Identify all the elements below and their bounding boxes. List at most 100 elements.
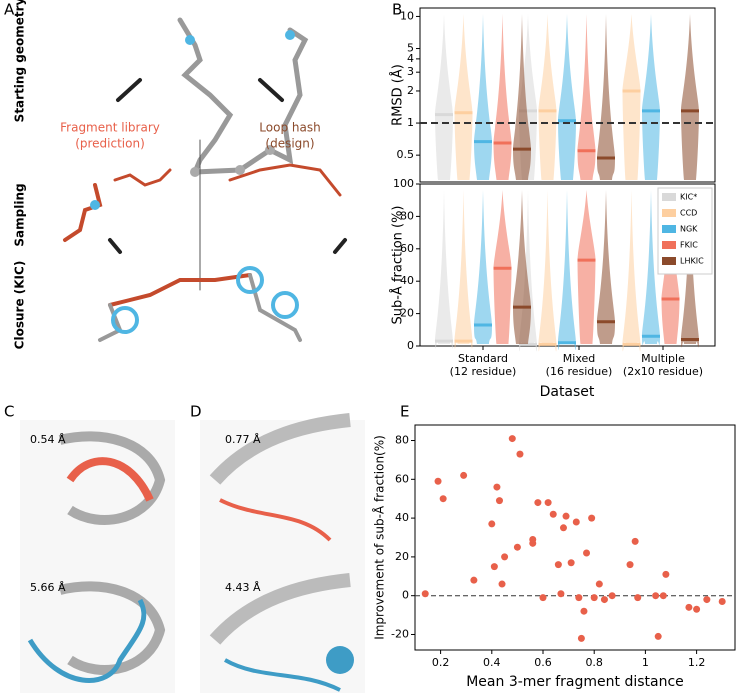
y-axis-label: Sub-Å fraction (%) — [390, 205, 406, 324]
method-title: (prediction) — [75, 137, 145, 151]
scatter-point — [488, 520, 496, 528]
panel-label: C — [4, 403, 14, 421]
scatter-point — [421, 590, 429, 598]
scatter-point — [590, 594, 598, 602]
row-label: Closure (KIC) — [13, 261, 27, 350]
violin-body — [642, 190, 660, 345]
scatter-point — [608, 592, 616, 600]
scatter-point — [575, 594, 583, 602]
row-label: Starting geometry — [13, 0, 27, 122]
violin-body — [493, 14, 512, 180]
y-tick-label: 20 — [400, 307, 414, 320]
x-tick-label: Standard — [458, 352, 508, 365]
violin-body — [435, 14, 453, 180]
violin-body — [454, 14, 473, 180]
x-tick-label: Multiple — [641, 352, 685, 365]
y-tick-label: 3 — [407, 65, 414, 78]
method-title: (design) — [265, 137, 314, 151]
scatter-point — [544, 499, 552, 507]
scatter-point — [554, 561, 562, 569]
violin-body — [474, 190, 492, 344]
violin-body — [642, 14, 660, 180]
scatter-point — [577, 634, 585, 642]
legend-label: FKIC — [680, 241, 698, 250]
scatter-point — [562, 512, 570, 520]
scatter-point — [559, 524, 567, 532]
violin-body — [597, 14, 615, 180]
y-tick-label: 0 — [402, 589, 409, 602]
scatter-point — [439, 495, 447, 503]
scatter-point — [634, 594, 642, 602]
scatter-point — [631, 537, 639, 545]
y-tick-label: 80 — [395, 434, 409, 447]
scatter-point — [534, 499, 542, 507]
x-tick-sublabel: (2x10 residue) — [623, 365, 703, 378]
scatter-point — [516, 450, 524, 458]
scatter-point — [567, 559, 575, 567]
y-tick-label: 1 — [407, 116, 414, 129]
legend-label: NGK — [680, 225, 698, 234]
legend-swatch — [662, 241, 676, 249]
scatter-point — [659, 592, 667, 600]
violin-body — [558, 14, 576, 180]
legend-label: KIC* — [680, 193, 697, 202]
x-tick-label: 0.8 — [585, 656, 603, 669]
scatter-point — [718, 598, 726, 606]
y-tick-label: 5 — [407, 42, 414, 55]
violin-body — [513, 14, 531, 180]
violin-body — [538, 14, 557, 180]
scatter-point — [703, 596, 711, 604]
panel-label: D — [190, 403, 202, 421]
scatter-point — [529, 535, 537, 543]
scatter-point — [434, 477, 442, 485]
y-tick-label: 10 — [400, 9, 414, 22]
panel-label: A — [4, 1, 15, 19]
legend-swatch — [662, 225, 676, 233]
y-axis-label: Improvement of sub-Å fraction(%) — [372, 435, 387, 640]
scatter-point — [549, 510, 557, 518]
violin-body — [454, 190, 473, 349]
violin-body — [577, 190, 596, 344]
violin-body — [622, 190, 641, 352]
scatter-point — [685, 603, 693, 611]
x-tick-label: 0.4 — [483, 656, 501, 669]
plot-frame — [419, 183, 716, 347]
legend-swatch — [662, 193, 676, 201]
scatter-point — [508, 435, 516, 443]
scatter-point — [580, 607, 588, 615]
legend-label: CCD — [680, 209, 697, 218]
row-label: Sampling — [13, 183, 27, 246]
x-tick-label: 0.2 — [432, 656, 450, 669]
panel-d-art — [200, 413, 365, 693]
scatter-point — [490, 563, 498, 571]
scatter-point — [588, 514, 596, 522]
violin-body — [474, 14, 492, 180]
scatter-point — [693, 605, 701, 613]
scatter-point — [495, 497, 503, 505]
scatter-point — [513, 543, 521, 551]
legend-swatch — [662, 209, 676, 217]
legend-swatch — [662, 257, 676, 265]
plot-frame — [414, 424, 736, 651]
y-tick-label: 0 — [407, 339, 414, 352]
scatter-point — [493, 483, 501, 491]
violin-body — [558, 190, 576, 351]
violin-body — [681, 14, 699, 180]
scatter-point — [557, 590, 565, 598]
x-axis-label: Dataset — [540, 384, 595, 400]
panel-label: E — [400, 403, 409, 421]
x-tick-label: 0.6 — [534, 656, 552, 669]
violin-body — [513, 190, 531, 344]
violin-body — [577, 14, 596, 180]
panel-c-art — [20, 420, 175, 693]
violin-body — [622, 14, 641, 180]
rmsd-label: 0.77 Å — [225, 433, 261, 446]
y-tick-label: 20 — [395, 550, 409, 563]
y-tick-label: 60 — [400, 242, 414, 255]
scatter-point — [600, 596, 608, 604]
scatter-point — [539, 594, 547, 602]
scatter-point — [583, 549, 591, 557]
method-title: Loop hash — [259, 121, 320, 135]
y-tick-label: 100 — [393, 177, 414, 190]
